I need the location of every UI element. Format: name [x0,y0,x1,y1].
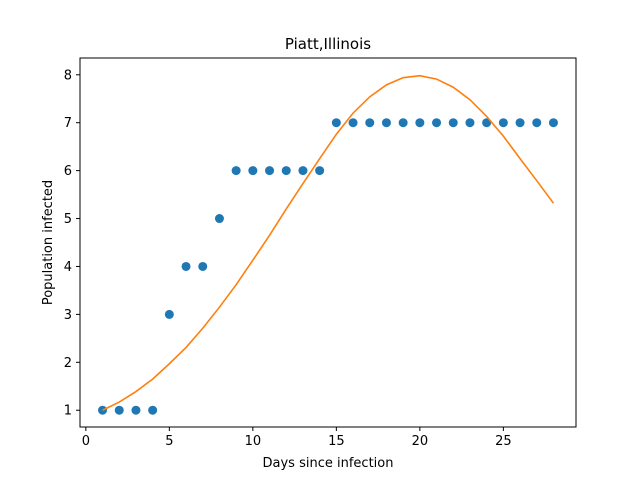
scatter-point [98,405,108,415]
scatter-point [198,261,208,271]
fitted-curve-line [102,74,555,411]
x-tick-label: 5 [165,434,173,449]
plot-frame [79,57,577,428]
scatter-point [164,309,174,319]
scatter-point [315,166,325,176]
scatter-point [548,118,558,128]
scatter-point [348,118,358,128]
scatter-point [114,405,124,415]
chart-title: Piatt,Illinois [285,35,371,53]
scatter-point [498,118,508,128]
scatter-point [148,405,158,415]
scatter-point [415,118,425,128]
y-tick-label: 4 [64,260,72,275]
scatter-point [365,118,375,128]
x-tick-label: 15 [328,434,345,449]
scatter-point [448,118,458,128]
scatter-point [214,214,224,224]
x-tick-label: 25 [495,434,512,449]
scatter-point [181,261,191,271]
scatter-point [131,405,141,415]
scatter-point [465,118,475,128]
scatter-point [265,166,275,176]
y-tick-label: 6 [64,164,72,179]
x-tick-label: 20 [412,434,429,449]
scatter-point [231,166,241,176]
x-axis-label: Days since infection [263,456,394,471]
scatter-point [515,118,525,128]
scatter-point [298,166,308,176]
scatter-point [398,118,408,128]
scatter-point [381,118,391,128]
x-tick-label: 0 [82,434,90,449]
scatter-point [482,118,492,128]
y-tick-label: 5 [64,212,72,227]
scatter-point [281,166,291,176]
y-tick-label: 3 [64,308,72,323]
scatter-point [432,118,442,128]
scatter-point [532,118,542,128]
scatter-point [331,118,341,128]
y-tick-label: 1 [64,404,72,419]
scatter-point [248,166,258,176]
y-tick-label: 2 [64,356,72,371]
y-axis-label: Population infected [41,180,56,305]
y-tick-label: 7 [64,116,72,131]
x-tick-label: 10 [245,434,262,449]
y-tick-label: 8 [64,68,72,83]
